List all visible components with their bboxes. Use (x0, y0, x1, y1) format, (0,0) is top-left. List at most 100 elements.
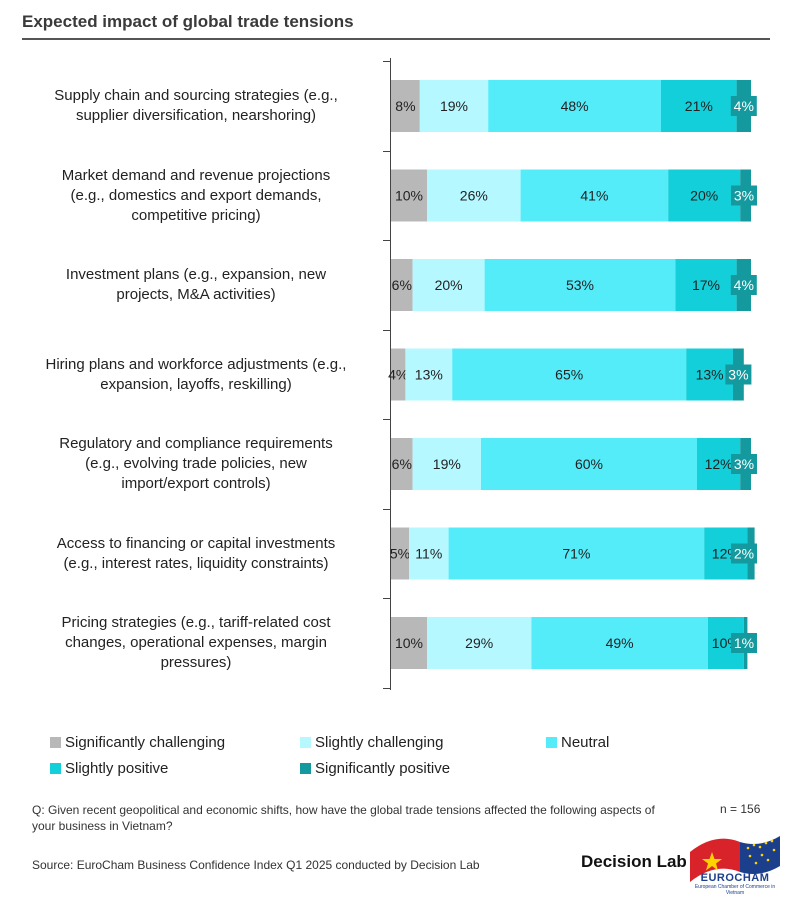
data-label: 19% (440, 98, 468, 114)
category-label: Pricing strategies (e.g., tariff-related… (61, 614, 331, 671)
bar-segment (412, 438, 481, 490)
value-badge (731, 543, 757, 564)
bar-segment (686, 348, 733, 401)
bar-segment (391, 259, 413, 311)
data-label: 29% (465, 635, 493, 651)
legend: Significantly challenging Slightly challe… (50, 734, 670, 784)
legend-item: Slightly positive (50, 760, 168, 777)
data-label: 21% (685, 98, 713, 114)
legend-item: Significantly challenging (50, 734, 225, 751)
data-label: 6% (392, 456, 412, 472)
bar-segment (427, 169, 521, 222)
data-label: 20% (435, 277, 463, 293)
bar-segment (409, 527, 449, 580)
legend-label: Neutral (561, 734, 610, 751)
bar-segment (448, 527, 705, 580)
value-badge (731, 454, 757, 474)
data-label: 13% (415, 367, 443, 383)
survey-question: Q: Given recent geopolitical and economi… (32, 803, 655, 833)
bar-segment (488, 80, 661, 132)
data-label: 53% (566, 277, 594, 293)
sample-size: n = 156 (720, 802, 761, 816)
data-label: 4% (734, 277, 754, 293)
category-label: Regulatory and compliance requirements (e… (59, 435, 333, 492)
y-tick (383, 240, 390, 242)
category-label: Investment plans (e.g., expansion, new pr… (65, 266, 327, 303)
eurocham-wordmark: EUROCHAM (700, 872, 770, 884)
bar-segment (391, 348, 406, 401)
value-badge (731, 185, 757, 206)
legend-label: Significantly challenging (65, 734, 226, 751)
y-tick (383, 150, 390, 152)
y-tick (383, 61, 390, 63)
y-tick (383, 329, 390, 331)
bar-segment (391, 80, 420, 132)
eurocham-flag-icon (690, 836, 780, 882)
data-label: 60% (575, 456, 603, 472)
decision-lab-logo: Decision Lab (581, 852, 687, 871)
bar-segment (675, 259, 737, 311)
chart-title: Expected impact of global trade tensions (22, 12, 354, 31)
bar-segment (520, 169, 669, 222)
category-label: Market demand and revenue projections (e.… (61, 166, 331, 224)
data-label: 8% (395, 98, 415, 114)
bar-segment (391, 527, 409, 580)
value-badge (725, 364, 752, 385)
y-tick (383, 598, 390, 600)
category-label: Access to financing or capital investmen… (56, 534, 336, 572)
data-label: 26% (460, 188, 488, 204)
data-label: 20% (690, 188, 718, 204)
bar-segment (481, 438, 697, 490)
data-label: 6% (392, 277, 412, 293)
data-label: 49% (606, 635, 634, 651)
category-label: Supply chain and sourcing strategies (e.… (54, 87, 338, 124)
data-label: 3% (734, 188, 754, 204)
data-label: 19% (433, 456, 461, 472)
bar-segment (531, 617, 708, 669)
legend-swatch (546, 737, 557, 748)
data-label: 5% (390, 546, 410, 562)
data-label: 4% (734, 98, 754, 114)
data-label: 2% (734, 546, 754, 562)
y-tick (383, 508, 390, 510)
data-label: 11% (415, 546, 442, 562)
value-badge (730, 275, 757, 295)
legend-item: Significantly positive (300, 760, 450, 777)
data-label: 10% (395, 188, 423, 204)
bar-segment (661, 80, 737, 132)
data-label: 3% (728, 367, 748, 383)
bar-segment (452, 348, 687, 401)
y-axis-line (390, 58, 391, 690)
value-badge (730, 96, 757, 116)
data-label: 12% (705, 456, 733, 472)
data-label: 4% (388, 367, 408, 383)
bar-segment (427, 617, 532, 669)
legend-swatch (300, 763, 311, 774)
y-tick (383, 687, 390, 689)
data-label: 65% (555, 367, 583, 383)
bar-segment (391, 438, 413, 490)
bar-segment (391, 169, 427, 222)
y-tick (383, 419, 390, 421)
legend-swatch (50, 763, 61, 774)
data-label: 71% (562, 546, 590, 562)
eurocham-subtitle: European Chamber of Commerce in Vietnam (694, 884, 776, 896)
legend-item: Slightly challenging (300, 734, 443, 751)
data-label: 48% (561, 98, 589, 114)
category-label: Hiring plans and workforce adjustments (… (45, 355, 347, 393)
data-label: 41% (580, 188, 608, 204)
bar-segment (668, 169, 741, 222)
legend-item: Neutral (546, 734, 609, 751)
bar-segment (405, 348, 453, 401)
bar-segment (391, 617, 427, 669)
value-badge (731, 633, 757, 653)
legend-label: Slightly challenging (315, 734, 444, 751)
data-label: 17% (692, 277, 720, 293)
bar-segment (412, 259, 485, 311)
bar-segment (419, 80, 489, 132)
source-note: Source: EuroCham Business Confidence Ind… (32, 858, 480, 872)
bar-segment (484, 259, 676, 311)
data-label: 3% (734, 456, 754, 472)
data-label: 1% (734, 635, 754, 651)
